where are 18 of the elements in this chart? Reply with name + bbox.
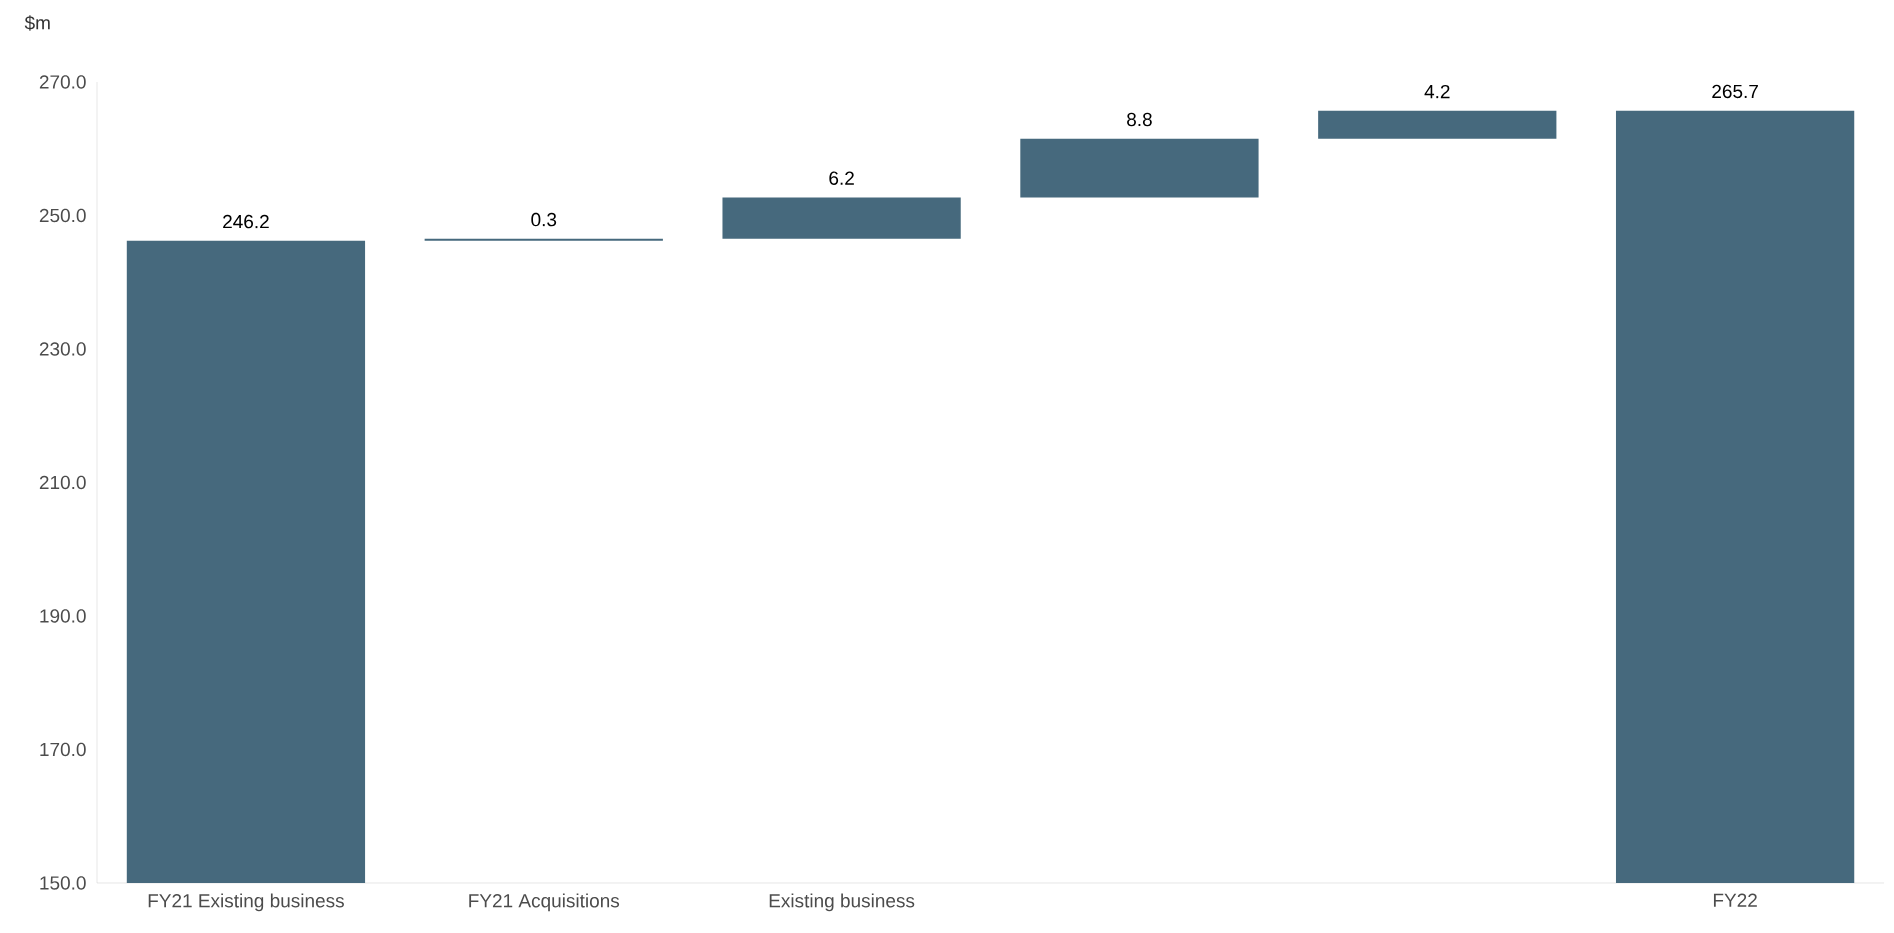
y-tick-label: 210.0	[39, 475, 86, 490]
data-label: 0.3	[531, 212, 557, 227]
data-label: 4.2	[1424, 84, 1450, 99]
y-tick-label: 250.0	[39, 208, 86, 223]
data-label: 265.7	[1712, 84, 1758, 99]
x-tick-label: FY21 Acquisitions	[469, 893, 620, 912]
x-tick-label: FY21 Existing business	[148, 893, 344, 912]
x-tick-label: Existing business	[769, 893, 915, 912]
y-tick-label: 190.0	[40, 609, 86, 623]
y-axis-title: $m	[24, 15, 50, 31]
y-tick-label: 270.0	[39, 75, 86, 89]
y-tick-label: 170.0	[40, 742, 86, 757]
data-label: 8.8	[1127, 112, 1152, 127]
x-tick-label: FY22	[1713, 893, 1757, 907]
y-tick-label: 230.0	[39, 342, 86, 356]
y-tick-label: 150.0	[40, 876, 86, 890]
data-label: 6.2	[829, 171, 854, 185]
data-label: 246.2	[223, 214, 269, 229]
